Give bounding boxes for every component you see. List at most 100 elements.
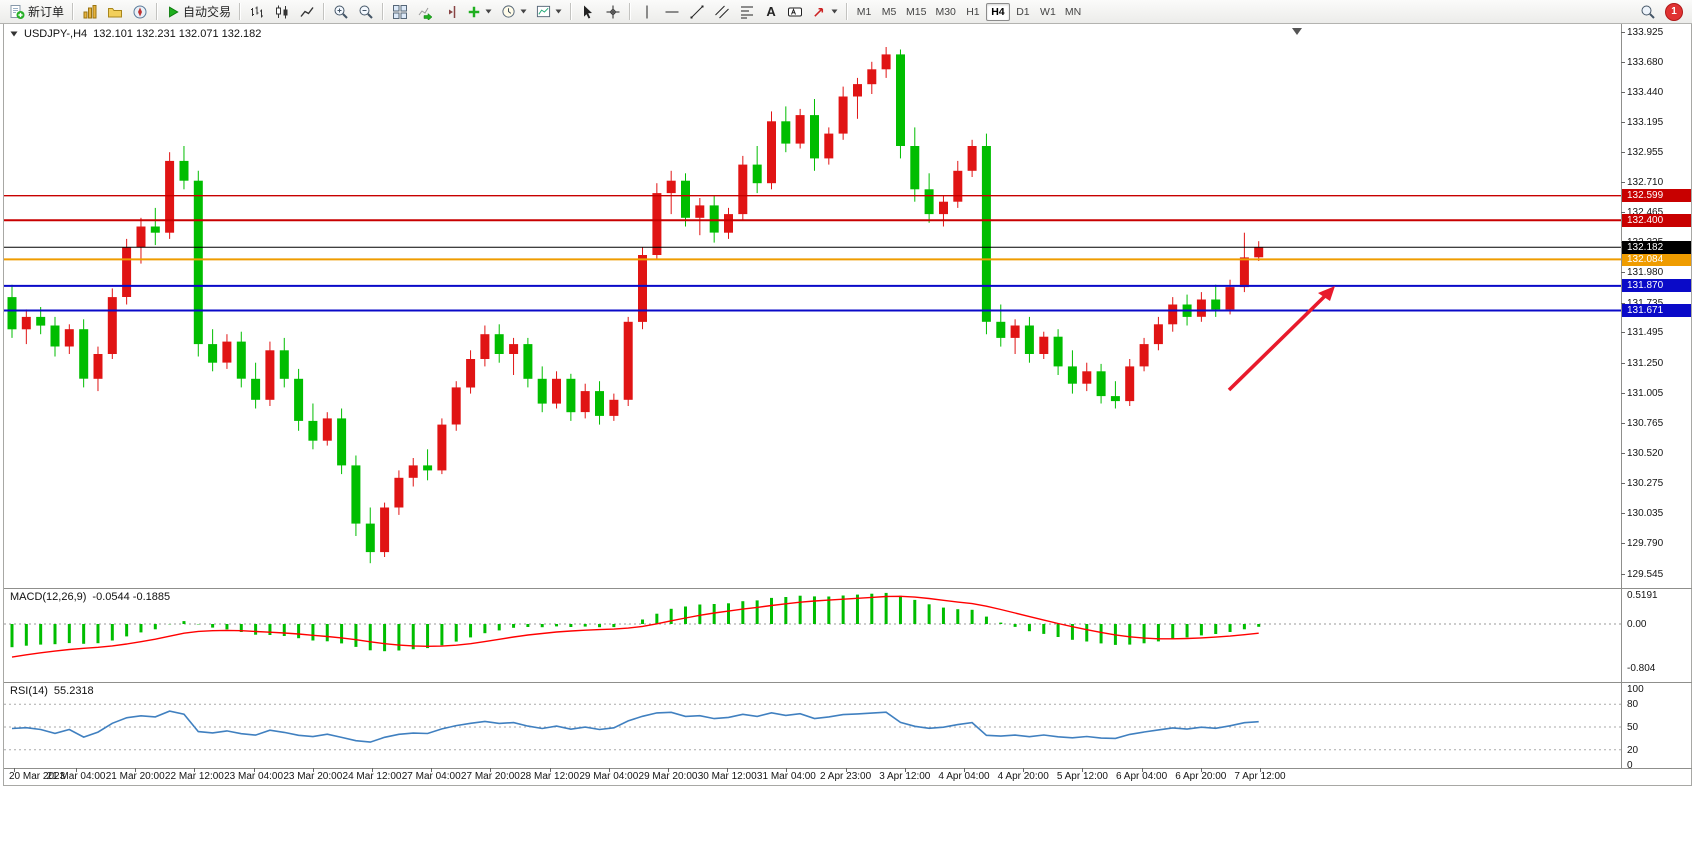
time-axis-tick: [845, 768, 847, 772]
new-order-button[interactable]: 新订单: [5, 2, 68, 22]
price-axis-tick: [1621, 422, 1625, 424]
price-axis-tick: [1621, 61, 1625, 63]
price-level-badge: 132.084: [1622, 252, 1691, 266]
price-axis-label: 130.275: [1627, 478, 1664, 490]
time-axis-tick: [786, 768, 788, 772]
trendline-tool-button[interactable]: [685, 2, 709, 22]
crosshair-button[interactable]: [601, 2, 625, 22]
cursor-button[interactable]: [576, 2, 600, 22]
price-axis-tick: [1621, 31, 1625, 33]
macd-indicator-values: -0.0544 -0.1885: [92, 591, 171, 603]
price-axis-tick: [1621, 91, 1625, 93]
templates-button[interactable]: [532, 2, 566, 22]
time-axis-label: 20 Mar 2023: [9, 771, 66, 782]
bar-chart-icon: [249, 4, 265, 20]
time-axis-label: 23 Mar 04:00: [224, 771, 284, 782]
price-axis-label: 131.980: [1627, 267, 1664, 279]
price-chart[interactable]: [4, 24, 1692, 786]
price-axis-tick: [1621, 362, 1625, 364]
price-level-badge: 131.870: [1622, 279, 1691, 293]
chart-window[interactable]: USDJPY-,H4 132.101 132.231 132.071 132.1…: [3, 24, 1692, 786]
timeframe-w1-button[interactable]: W1: [1036, 3, 1060, 21]
timeframe-m30-button[interactable]: M30: [931, 3, 959, 21]
vertical-line-icon: [639, 4, 655, 20]
auto-trading-button[interactable]: 自动交易: [162, 2, 235, 22]
price-axis-label: 130.035: [1627, 508, 1664, 520]
timeframe-mn-button[interactable]: MN: [1061, 3, 1085, 21]
price-axis-label: 133.440: [1627, 86, 1664, 98]
time-axis-tick: [372, 768, 373, 772]
timeframe-m1-button[interactable]: M1: [852, 3, 876, 21]
fibonacci-tool-button[interactable]: [735, 2, 759, 22]
zoom-in-icon: [333, 4, 349, 20]
price-axis-tick: [1621, 151, 1625, 153]
price-axis-label: 129.790: [1627, 538, 1664, 550]
time-axis-tick: [1141, 768, 1143, 772]
zoom-out-button[interactable]: [354, 2, 378, 22]
candlestick-mode-button[interactable]: [270, 2, 294, 22]
current-price-badge: 132.182: [1622, 240, 1691, 254]
arrow-tool-icon: [812, 4, 827, 19]
text-label-icon: [787, 4, 803, 20]
timeframe-h1-button[interactable]: H1: [961, 3, 985, 21]
timeframe-m5-button[interactable]: M5: [877, 3, 901, 21]
time-axis-tick: [1260, 768, 1261, 772]
profiles-button[interactable]: [103, 2, 127, 22]
time-axis-label: 6 Apr 04:00: [1116, 771, 1168, 782]
chart-shift-icon: [442, 4, 458, 20]
time-axis-tick: [668, 768, 669, 772]
toolbar-separator: [629, 3, 632, 20]
toolbar-separator: [156, 3, 159, 20]
price-level-badge: 132.599: [1622, 189, 1691, 203]
line-chart-mode-button[interactable]: [295, 2, 319, 22]
time-axis-tick: [904, 768, 906, 772]
dropdown-caret-icon: [831, 9, 838, 14]
price-axis-label: 131.005: [1627, 387, 1664, 399]
notification-badge[interactable]: 1: [1665, 2, 1683, 21]
chart-shift-button[interactable]: [438, 2, 462, 22]
price-axis-tick: [1621, 483, 1625, 485]
price-axis-label: 131.735: [1627, 298, 1663, 309]
search-button[interactable]: [1636, 2, 1660, 22]
bar-chart-mode-button[interactable]: [245, 2, 269, 22]
auto-scroll-button[interactable]: [413, 2, 437, 22]
pane-separator-macd[interactable]: [4, 588, 1692, 589]
indicators-plus-icon: [467, 5, 481, 19]
toolbar-separator: [72, 3, 75, 20]
time-axis-tick: [312, 768, 314, 772]
collapse-triangle-icon[interactable]: [10, 28, 18, 40]
rsi-indicator-value: 55.2318: [53, 685, 94, 697]
price-axis-label: 130.765: [1627, 417, 1664, 429]
tile-windows-button[interactable]: [388, 2, 412, 22]
text-tool-button[interactable]: A: [760, 2, 782, 22]
navigator-button[interactable]: [128, 2, 152, 22]
new-chart-button[interactable]: [78, 2, 102, 22]
arrows-tool-button[interactable]: [808, 2, 842, 22]
channel-tool-button[interactable]: [710, 2, 734, 22]
main-toolbar: 新订单 自动交易 A M1 M5 M15 M30 H1 H4 D1 W1 MN 1: [0, 0, 1692, 24]
auto-trading-play-icon: [166, 5, 180, 19]
navigator-compass-icon: [132, 4, 148, 20]
text-tool-glyph: A: [766, 4, 776, 19]
price-axis-tick: [1621, 212, 1625, 214]
timeframe-d1-button[interactable]: D1: [1011, 3, 1035, 21]
new-order-label: 新订单: [28, 5, 65, 19]
price-axis-label: 133.680: [1627, 56, 1664, 68]
timeframe-m15-button[interactable]: M15: [902, 3, 930, 21]
price-axis-label: 133.925: [1627, 26, 1664, 38]
text-label-tool-button[interactable]: [783, 2, 807, 22]
tile-windows-icon: [392, 4, 408, 20]
time-axis-label: 27 Mar 04:00: [401, 771, 461, 782]
horizontal-line-tool-button[interactable]: [660, 2, 684, 22]
time-axis-label: 6 Apr 20:00: [1175, 771, 1227, 782]
macd-pane-label: MACD(12,26,9) -0.0544 -0.1885: [10, 591, 170, 603]
timeframe-h4-button[interactable]: H4: [985, 2, 1010, 21]
vertical-line-tool-button[interactable]: [635, 2, 659, 22]
pane-separator-rsi[interactable]: [4, 682, 1692, 683]
rsi-axis-label: 100: [1627, 684, 1644, 695]
price-axis-label: 133.195: [1627, 116, 1664, 128]
indicators-button[interactable]: [463, 2, 496, 22]
periods-button[interactable]: [497, 2, 531, 22]
price-axis-tick: [1621, 513, 1625, 515]
zoom-in-button[interactable]: [329, 2, 353, 22]
